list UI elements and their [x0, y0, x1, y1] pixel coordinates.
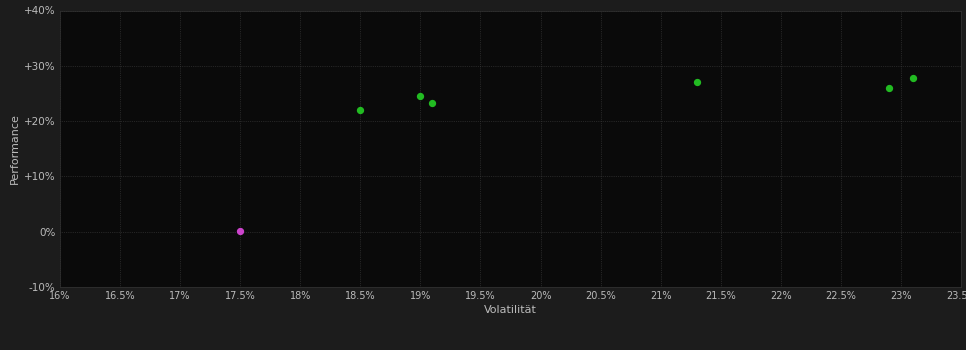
X-axis label: Volatilität: Volatilität — [484, 305, 537, 315]
Point — [689, 79, 704, 85]
Point — [233, 228, 248, 234]
Point — [412, 93, 428, 99]
Y-axis label: Performance: Performance — [10, 113, 20, 184]
Point — [353, 107, 368, 113]
Point — [905, 75, 921, 81]
Point — [425, 100, 440, 106]
Point — [881, 85, 896, 91]
